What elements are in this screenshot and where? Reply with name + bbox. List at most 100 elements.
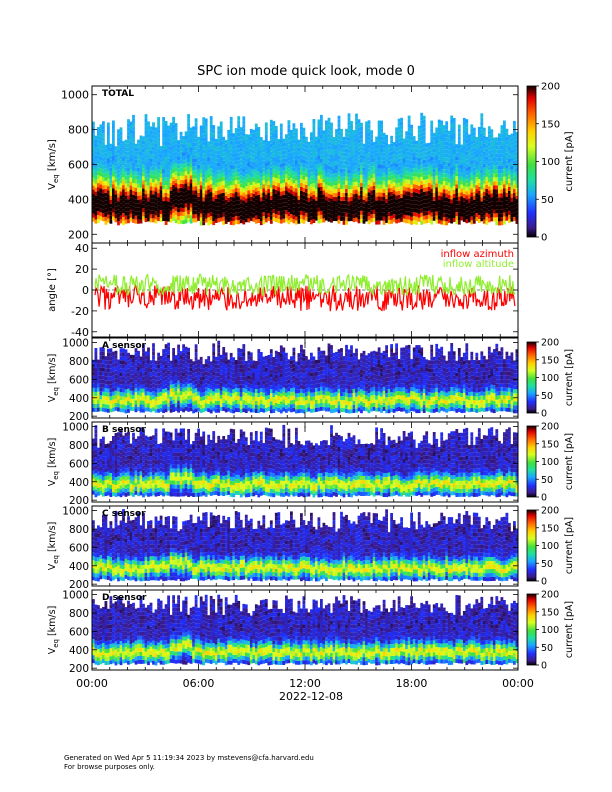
spectrogram-cell <box>515 199 519 204</box>
spectrogram-cell <box>437 119 441 124</box>
spectrogram-cell <box>500 145 504 150</box>
spectrogram-cell <box>487 126 491 131</box>
spectrogram-cell <box>124 393 128 398</box>
spectrogram-cell <box>172 364 175 368</box>
spectrogram-cell <box>425 155 429 160</box>
spectrogram-cell <box>302 215 306 220</box>
spectrogram-cell <box>204 126 208 131</box>
spectrogram-cell <box>144 355 148 360</box>
spectrogram-cell <box>337 191 341 196</box>
spectrogram-cell <box>154 163 158 168</box>
spectrogram-cell <box>229 128 233 133</box>
spectrogram-cell <box>107 206 110 211</box>
spectrogram-cell <box>395 175 398 180</box>
spectrogram-cell <box>302 211 306 216</box>
spectrogram-cell <box>187 142 190 147</box>
spectrogram-cell <box>503 176 506 181</box>
spectrogram-cell <box>477 195 481 199</box>
spectrogram-cell <box>498 205 501 210</box>
spectrogram-cell <box>177 384 180 389</box>
spectrogram-cell <box>292 127 296 132</box>
spectrogram-cell <box>405 195 408 200</box>
spectrogram-cell <box>370 162 373 167</box>
spectrogram-cell <box>152 194 155 199</box>
spectrogram-cell <box>129 157 133 162</box>
spectrogram-cell <box>337 139 341 144</box>
spectrogram-cell <box>117 177 120 182</box>
spectrogram-cell <box>92 173 95 178</box>
spectrogram-cell <box>94 171 98 176</box>
spectrogram-cell <box>127 119 130 124</box>
spectrogram-cell <box>272 153 276 158</box>
spectrogram-cell <box>97 179 100 184</box>
spectrogram-cell <box>114 362 118 367</box>
spectrogram-cell <box>249 152 253 157</box>
spectrogram-cell <box>162 213 165 218</box>
spectrogram-cell <box>119 191 123 196</box>
spectrogram-cell <box>422 187 426 192</box>
spectrogram-cell <box>132 150 135 155</box>
spectrogram-cell <box>327 209 331 214</box>
spectrogram-cell <box>107 166 110 171</box>
spectrogram-cell <box>347 181 351 186</box>
spectrogram-cell <box>119 215 123 220</box>
spectrogram-cell <box>457 204 461 209</box>
spectrogram-cell <box>445 201 449 206</box>
spectrogram-cell <box>174 363 178 368</box>
spectrogram-cell <box>167 201 170 206</box>
spectrogram-cell <box>505 172 509 177</box>
spectrogram-cell <box>345 164 348 169</box>
spectrogram-cell <box>392 146 396 151</box>
spectrogram-cell <box>462 217 466 222</box>
spectrogram-cell <box>219 394 223 399</box>
spectrogram-cell <box>252 169 256 174</box>
spectrogram-cell <box>194 214 198 219</box>
spectrogram-cell <box>287 188 291 193</box>
spectrogram-cell <box>194 174 198 179</box>
spectrogram-cell <box>162 409 165 414</box>
spectrogram-cell <box>515 203 519 208</box>
spectrogram-cell <box>219 354 223 359</box>
spectrogram-cell <box>157 133 160 138</box>
spectrogram-cell <box>97 183 100 188</box>
spectrogram-cell <box>317 135 321 140</box>
spectrogram-cell <box>187 118 190 123</box>
spectrogram-cell <box>307 149 311 154</box>
spectrogram-cell <box>327 169 331 174</box>
spectrogram-cell <box>217 170 221 175</box>
spectrogram-cell <box>239 175 243 180</box>
spectrogram-cell <box>290 162 293 166</box>
spectrogram-cell <box>290 210 293 214</box>
spectrogram-cell <box>189 399 193 404</box>
spectrogram-cell <box>437 139 441 144</box>
spectrogram-cell <box>412 188 416 193</box>
spectrogram-cell <box>292 123 296 128</box>
spectrogram-cell <box>417 153 421 158</box>
spectrogram-cell <box>162 177 165 182</box>
spectrogram-cell <box>154 135 158 140</box>
spectrogram-cell <box>252 185 256 190</box>
spectrogram-cell <box>157 205 160 210</box>
spectrogram-cell <box>209 144 213 149</box>
spectrogram-cell <box>202 141 206 146</box>
spectrogram-cell <box>152 122 155 127</box>
spectrogram-cell <box>259 149 263 154</box>
spectrogram-cell <box>199 185 203 190</box>
spectrogram-cell <box>440 184 444 189</box>
spectrogram-cell <box>387 164 391 169</box>
spectrogram-cell <box>274 214 278 218</box>
spectrogram-cell <box>229 192 233 197</box>
spectrogram-cell <box>247 174 251 179</box>
spectrogram-cell <box>425 151 429 156</box>
spectrogram-cell <box>279 159 283 164</box>
spectrogram-cell <box>500 157 504 162</box>
spectrogram-cell <box>347 137 351 142</box>
spectrogram-cell <box>239 139 243 144</box>
spectrogram-cell <box>402 206 406 211</box>
spectrogram-cell <box>104 176 108 181</box>
spectrogram-cell <box>325 156 328 161</box>
spectrogram-cell <box>127 372 130 377</box>
spectrogram-cell <box>119 155 123 160</box>
spectrogram-cell <box>197 212 200 217</box>
spectrogram-cell <box>322 178 326 183</box>
